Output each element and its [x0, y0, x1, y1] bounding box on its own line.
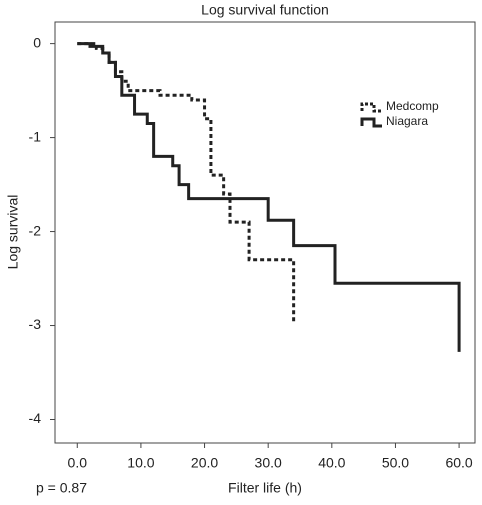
- x-tick-label: 60.0: [445, 455, 472, 471]
- chart-title: Log survival function: [201, 2, 329, 18]
- x-tick-label: 30.0: [255, 455, 282, 471]
- x-axis-label: Filter life (h): [228, 480, 302, 496]
- plot-frame: [54, 21, 476, 444]
- y-tick-label: -2: [29, 222, 42, 238]
- y-tick-label: 0: [33, 34, 41, 50]
- x-tick-label: 50.0: [382, 455, 409, 471]
- legend-label: Medcomp: [386, 99, 439, 113]
- x-tick-label: 20.0: [191, 455, 218, 471]
- x-tick-label: 40.0: [318, 455, 345, 471]
- legend-label: Niagara: [386, 114, 428, 128]
- y-tick-label: -4: [29, 410, 42, 426]
- x-tick-label: 10.0: [127, 455, 154, 471]
- survival-line: [77, 42, 296, 324]
- x-tick-label: 0.0: [68, 455, 88, 471]
- y-tick-label: -3: [29, 316, 42, 332]
- y-axis-label: Log survival: [5, 195, 21, 270]
- y-tick-label: -1: [29, 128, 42, 144]
- p-value: p = 0.87: [36, 480, 87, 496]
- legend-symbol: [360, 117, 382, 128]
- survival-line: [77, 42, 461, 352]
- legend-symbol: [360, 102, 382, 113]
